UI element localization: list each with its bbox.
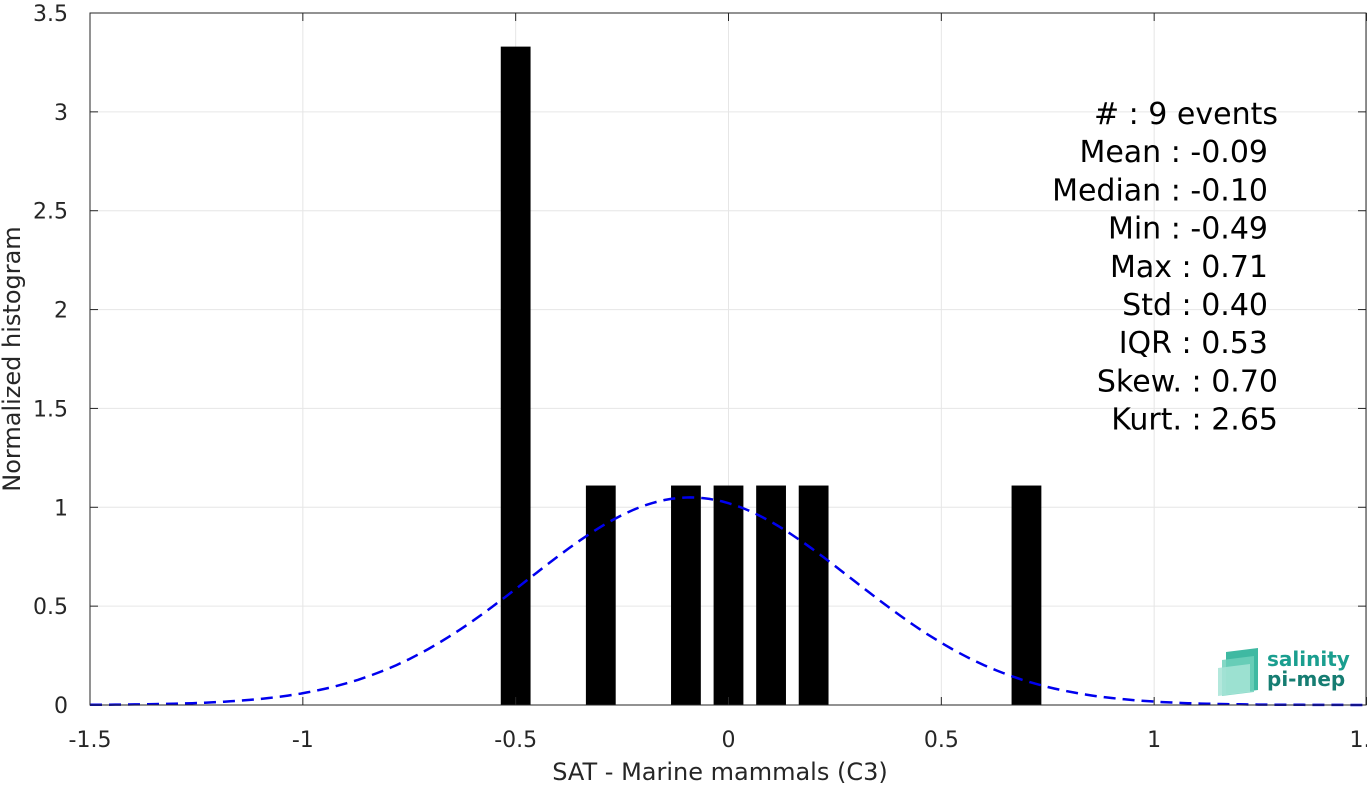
stat-line-2: Median : -0.10 [1052,173,1268,208]
stat-line-8: Kurt. : 2.65 [1111,403,1278,438]
logo-line2: pi-mep [1267,667,1345,691]
y-tick-label-1: 0.5 [33,595,68,620]
x-tick-label-5: 1 [1147,728,1161,753]
logo-line1: salinity [1267,647,1350,671]
x-tick-label-4: 0.5 [924,728,959,753]
logo-wave-icon [1218,648,1258,696]
histogram-bar-6 [1011,485,1042,705]
histogram-bar-1 [585,485,616,705]
x-tick-label-2: -0.5 [494,728,537,753]
histogram-bar-4 [756,485,786,705]
axis-ticks: -1.5 -1 -0.5 0 0.5 1 1.5 0 0.5 1 1.5 2 2.5 3 3.5 [33,2,1367,753]
histogram-bars [500,46,1042,705]
x-tick-label-0: -1.5 [69,728,112,753]
histogram-bar-2 [671,485,701,705]
y-tick-label-5: 2.5 [33,200,68,225]
x-tick-label-3: 0 [722,728,736,753]
stat-line-1: Mean : -0.09 [1079,135,1268,170]
stat-line-4: Max : 0.71 [1110,250,1268,285]
stat-line-7: Skew. : 0.70 [1097,364,1278,399]
x-tick-label-1: -1 [292,728,314,753]
salinity-pimep-logo: salinity pi-mep [1218,647,1350,696]
fit-curve [90,496,1367,707]
histogram-bar-3 [713,485,744,705]
histogram-bar-5 [798,485,829,705]
y-tick-label-6: 3 [54,101,68,126]
stat-line-6: IQR : 0.53 [1119,326,1268,361]
y-tick-label-4: 2 [54,299,68,324]
y-tick-label-2: 1 [54,496,68,521]
y-axis-label: Normalized histogram [0,226,26,491]
y-tick-label-3: 1.5 [33,397,68,422]
histogram-bar-0 [500,46,531,705]
x-tick-label-6: 1.5 [1350,728,1367,753]
stat-line-0: # : 9 events [1094,97,1278,132]
y-tick-label-0: 0 [54,694,68,719]
x-axis-label: SAT - Marine mammals (C3) [552,758,887,785]
stat-line-5: Std : 0.40 [1122,288,1268,323]
y-tick-label-7: 3.5 [33,2,68,27]
stat-line-3: Min : -0.49 [1108,212,1268,247]
